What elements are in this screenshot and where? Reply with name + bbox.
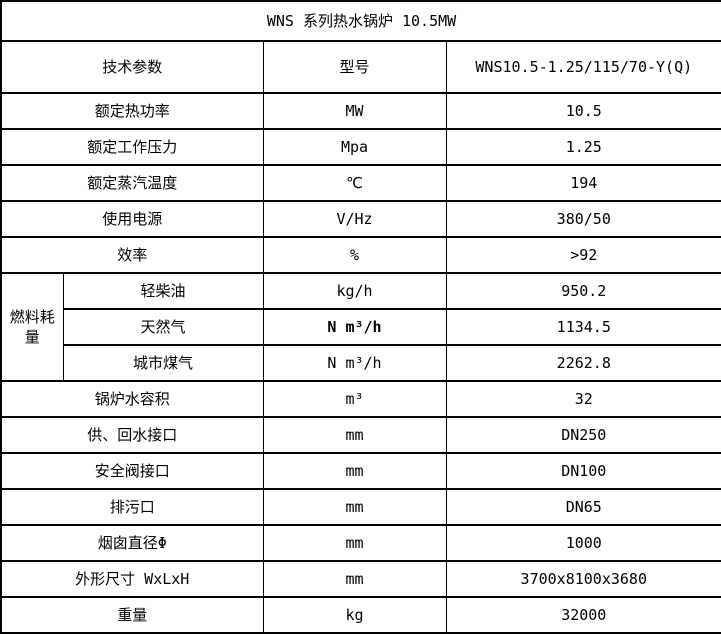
- fuel-row-label: 城市煤气: [62, 344, 264, 382]
- row-label: 安全阀接口: [0, 452, 264, 490]
- row-value: 194: [445, 164, 721, 202]
- row-label: 额定热功率: [0, 92, 264, 130]
- header-param-label: 技术参数: [0, 40, 264, 94]
- row-unit: kg: [262, 596, 447, 634]
- table-row: 城市煤气 N m³/h 2262.8: [1, 344, 721, 382]
- row-unit: mm: [262, 488, 447, 526]
- row-unit: V/Hz: [262, 200, 447, 238]
- row-unit: mm: [262, 560, 447, 598]
- table-row: 锅炉水容积 m³ 32: [0, 380, 721, 418]
- row-label: 效率: [0, 236, 264, 274]
- fuel-row-unit: kg/h: [262, 272, 447, 310]
- row-value: 10.5: [445, 92, 721, 130]
- row-value: DN100: [445, 452, 721, 490]
- row-value: 1000: [445, 524, 721, 562]
- row-label: 重量: [0, 596, 264, 634]
- table-row: 效率 % >92: [0, 236, 721, 274]
- row-unit: mm: [262, 452, 447, 490]
- table-row: 天然气 N m³/h 1134.5: [1, 308, 721, 346]
- table-row: 燃料耗量 轻柴油 kg/h 950.2: [0, 272, 721, 382]
- row-label: 供、回水接口: [0, 416, 264, 454]
- fuel-group-label: 燃料耗量: [0, 272, 64, 382]
- table-row: 使用电源 V/Hz 380/50: [0, 200, 721, 238]
- row-value: 32000: [445, 596, 721, 634]
- table-row: 额定蒸汽温度 ℃ 194: [0, 164, 721, 202]
- row-unit: m³: [262, 380, 447, 418]
- row-label: 外形尺寸 WxLxH: [0, 560, 264, 598]
- row-unit: ℃: [262, 164, 447, 202]
- table-row: 额定热功率 MW 10.5: [0, 92, 721, 130]
- row-unit: Mpa: [262, 128, 447, 166]
- row-value: 1.25: [445, 128, 721, 166]
- row-value: DN65: [445, 488, 721, 526]
- row-value: 32: [445, 380, 721, 418]
- header-model-value: WNS10.5-1.25/115/70-Y(Q): [445, 40, 721, 94]
- table-row: 外形尺寸 WxLxH mm 3700x8100x3680: [0, 560, 721, 598]
- fuel-row-value: 1134.5: [445, 308, 721, 346]
- fuel-row-label: 轻柴油: [62, 272, 264, 310]
- table-row: 安全阀接口 mm DN100: [0, 452, 721, 490]
- fuel-row-label: 天然气: [62, 308, 264, 346]
- table-row: 重量 kg 32000: [0, 596, 721, 634]
- row-value: DN250: [445, 416, 721, 454]
- row-label: 额定工作压力: [0, 128, 264, 166]
- table-row: 烟囱直径Φ mm 1000: [0, 524, 721, 562]
- row-unit: %: [262, 236, 447, 274]
- row-value: 380/50: [445, 200, 721, 238]
- table-row: 排污口 mm DN65: [0, 488, 721, 526]
- row-unit: mm: [262, 524, 447, 562]
- row-unit: MW: [262, 92, 447, 130]
- table-row: 额定工作压力 Mpa 1.25: [0, 128, 721, 166]
- table-row: WNS 系列热水锅炉 10.5MW: [0, 0, 721, 42]
- fuel-row-unit: N m³/h: [262, 308, 447, 346]
- fuel-row-value: 2262.8: [445, 344, 721, 382]
- row-unit: mm: [262, 416, 447, 454]
- row-label: 使用电源: [0, 200, 264, 238]
- row-value: >92: [445, 236, 721, 274]
- row-label: 锅炉水容积: [0, 380, 264, 418]
- table-row: 供、回水接口 mm DN250: [0, 416, 721, 454]
- fuel-row-unit: N m³/h: [262, 344, 447, 382]
- table-row: 技术参数 型号 WNS10.5-1.25/115/70-Y(Q): [0, 40, 721, 94]
- row-label: 额定蒸汽温度: [0, 164, 264, 202]
- table-title: WNS 系列热水锅炉 10.5MW: [0, 0, 721, 42]
- header-model-label: 型号: [262, 40, 447, 94]
- row-label: 烟囱直径Φ: [0, 524, 264, 562]
- row-value: 3700x8100x3680: [445, 560, 721, 598]
- fuel-row-value: 950.2: [445, 272, 721, 310]
- row-label: 排污口: [0, 488, 264, 526]
